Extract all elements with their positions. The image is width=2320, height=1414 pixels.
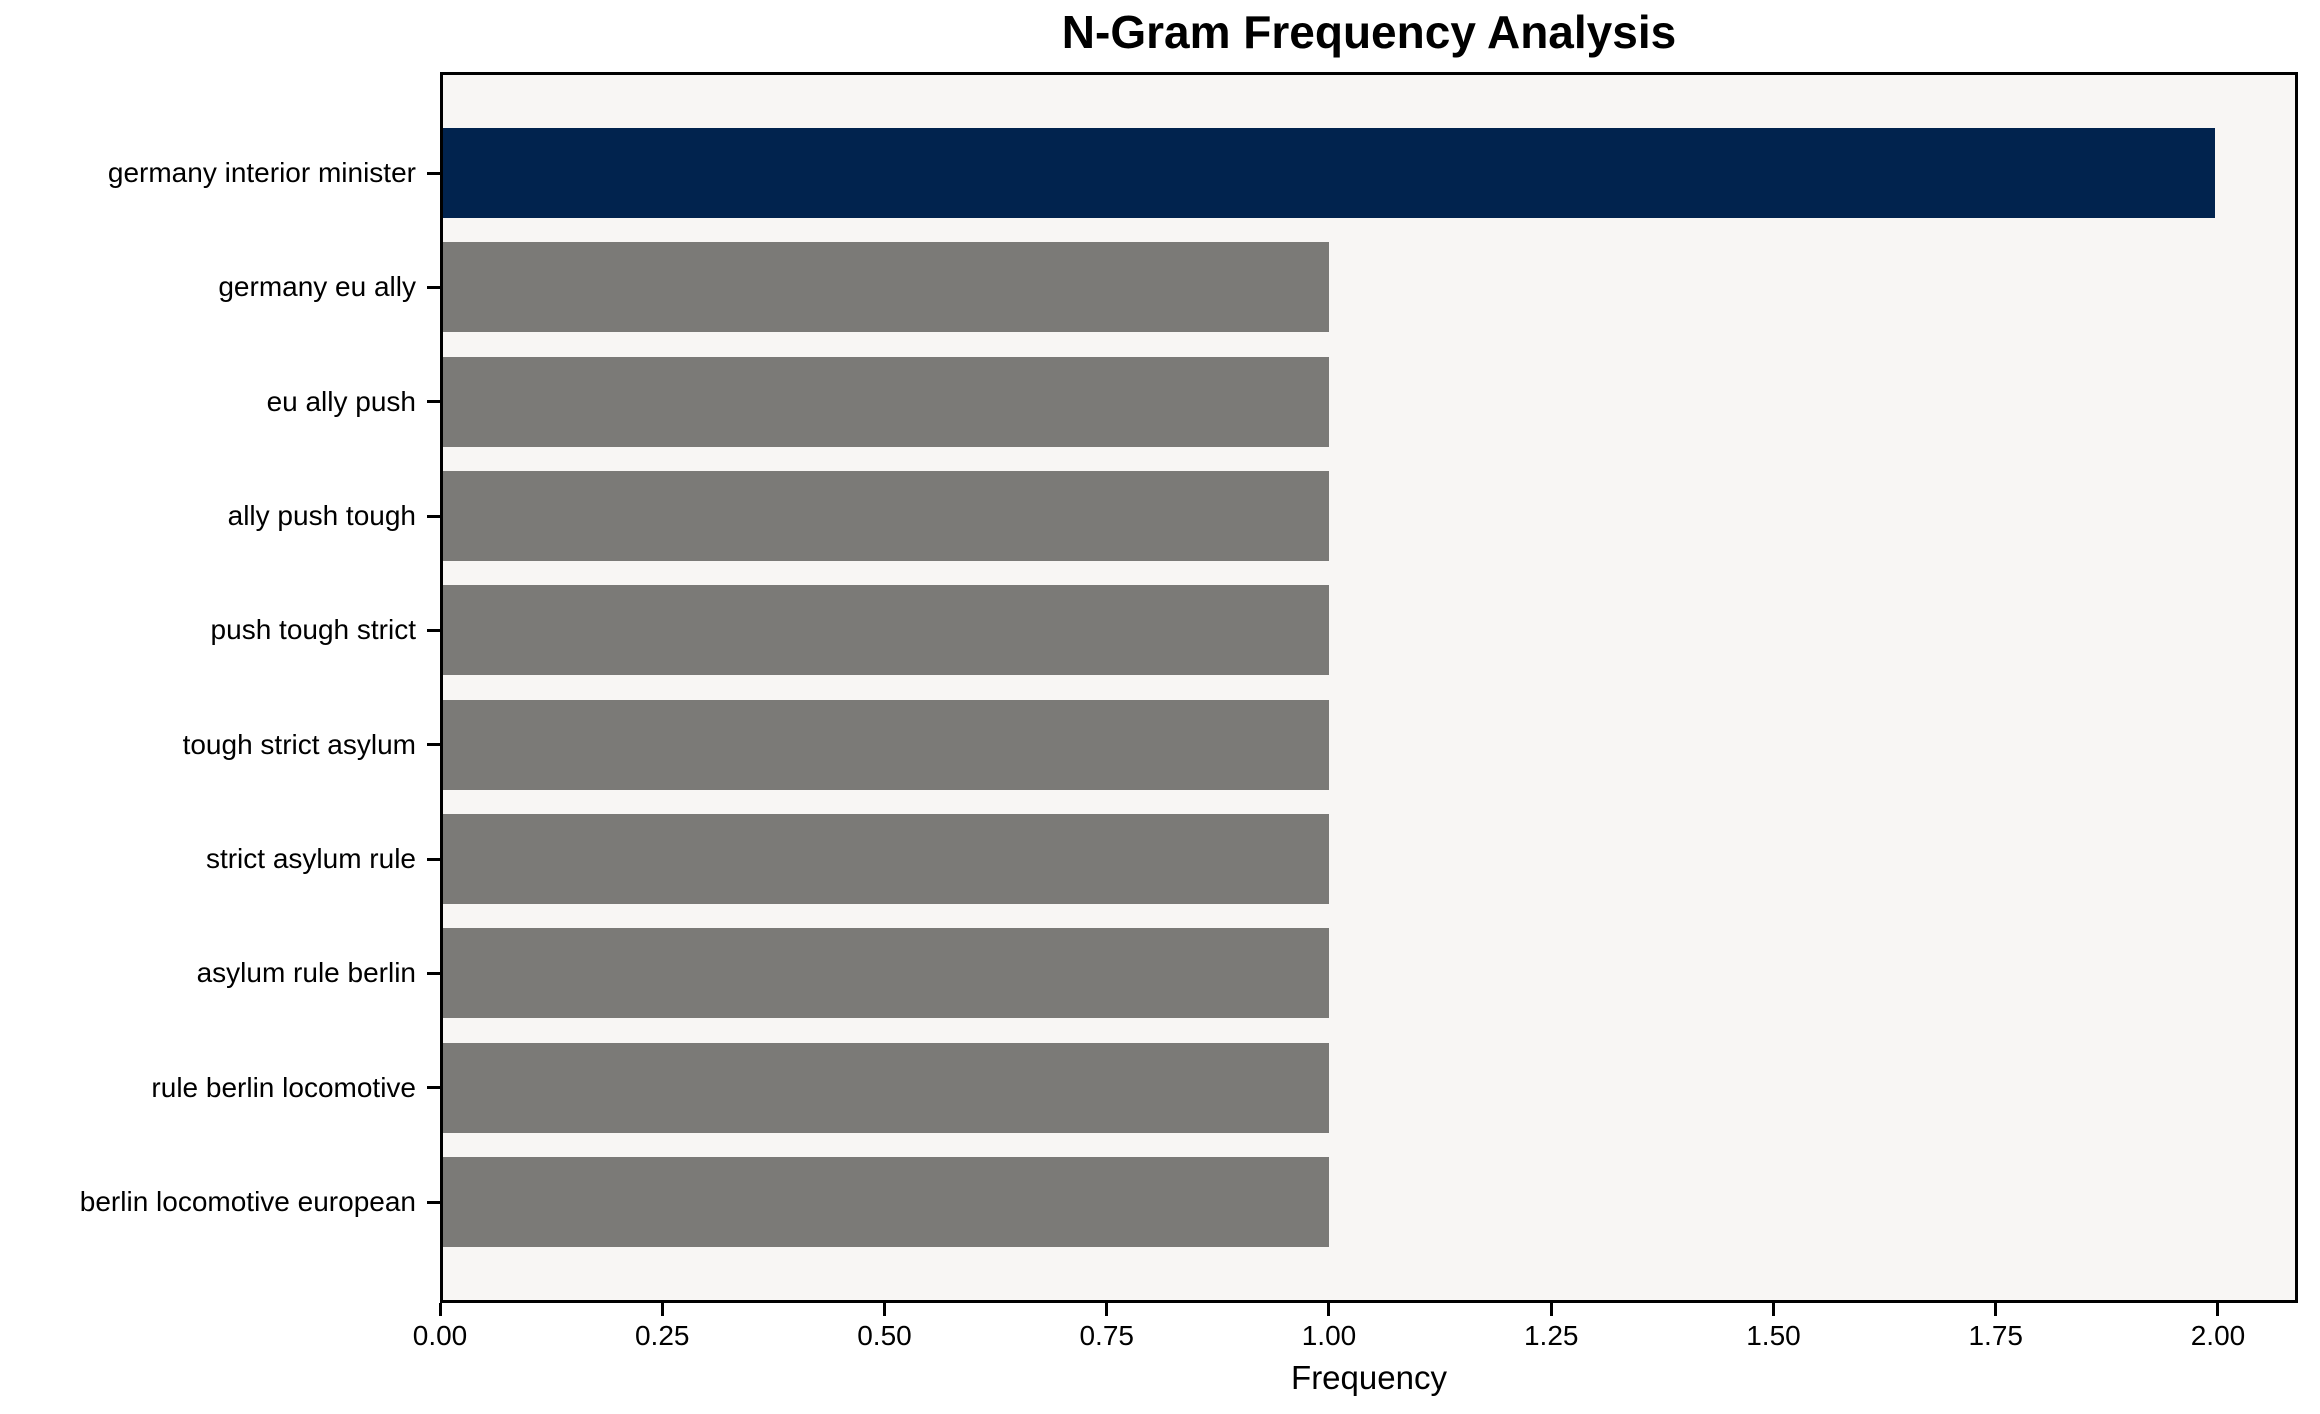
- y-tick-label: berlin locomotive european: [79, 1186, 416, 1217]
- y-tick-label: strict asylum rule: [205, 843, 416, 874]
- y-tick: [427, 514, 440, 518]
- x-tick: [438, 1303, 442, 1316]
- x-tick: [1549, 1303, 1553, 1316]
- bar: [443, 585, 1329, 676]
- y-tick: [427, 285, 440, 289]
- x-tick-label: 2.00: [2190, 1320, 2246, 1351]
- bar: [443, 471, 1329, 561]
- chart-title: N-Gram Frequency Analysis: [1061, 6, 1677, 58]
- bar: [443, 242, 1329, 333]
- bar: [443, 128, 2215, 218]
- x-tick-label: 1.25: [1523, 1320, 1579, 1351]
- bar: [443, 1157, 1329, 1247]
- x-axis-label: Frequency: [1291, 1359, 1447, 1396]
- bar: [443, 814, 1329, 904]
- x-tick-label: 0.50: [857, 1320, 912, 1351]
- bar: [443, 699, 1329, 790]
- x-tick-label: 1.00: [1301, 1320, 1357, 1351]
- x-tick-label: 0.00: [412, 1320, 468, 1351]
- x-tick-label: 0.25: [634, 1320, 690, 1351]
- y-tick-label: tough strict asylum: [182, 728, 416, 760]
- y-tick-label: asylum rule berlin: [196, 957, 416, 989]
- bar: [443, 928, 1329, 1019]
- x-tick: [2216, 1303, 2220, 1316]
- y-tick: [427, 1086, 440, 1090]
- x-tick: [882, 1303, 886, 1316]
- y-tick-label: push tough strict: [210, 614, 416, 646]
- x-tick: [660, 1303, 664, 1316]
- y-tick: [427, 857, 440, 861]
- x-tick-label: 1.75: [1968, 1320, 2023, 1351]
- y-tick: [427, 628, 440, 632]
- x-tick-label: 1.50: [1746, 1320, 1801, 1351]
- y-tick-label: eu ally push: [266, 385, 416, 417]
- bar: [443, 1042, 1329, 1133]
- y-tick-label: rule berlin locomotive: [151, 1071, 416, 1103]
- x-tick: [1771, 1303, 1775, 1316]
- y-tick: [427, 1200, 440, 1204]
- x-tick: [1327, 1303, 1331, 1316]
- y-tick-label: germany eu ally: [218, 271, 416, 303]
- plot-area: [440, 72, 2298, 1303]
- y-tick-label: ally push tough: [227, 500, 416, 531]
- bar: [443, 356, 1329, 447]
- y-tick: [427, 400, 440, 404]
- x-tick-label: 0.75: [1079, 1320, 1134, 1351]
- x-tick: [1105, 1303, 1109, 1316]
- x-tick: [1994, 1303, 1998, 1316]
- y-tick: [427, 171, 440, 175]
- y-tick: [427, 971, 440, 975]
- y-tick: [427, 743, 440, 747]
- y-tick-label: germany interior minister: [107, 157, 416, 188]
